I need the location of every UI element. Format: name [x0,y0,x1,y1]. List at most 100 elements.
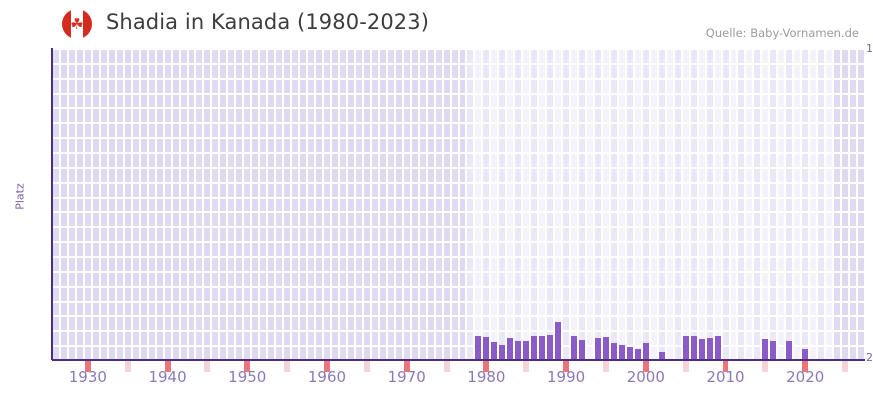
gridline-horizontal [52,301,865,303]
gridline-vertical [792,48,795,360]
grid-column-tint [434,48,443,360]
bar-1979[interactable] [475,336,482,360]
grid-column-tint [195,48,204,360]
bar-1983[interactable] [507,338,514,360]
gridline-vertical [401,48,404,360]
gridline-vertical [449,48,452,360]
gridline-vertical [688,48,691,360]
gridline-vertical [178,48,181,360]
gridline-vertical [353,48,356,360]
grid-column-tint [562,48,571,360]
gridline-vertical [290,48,293,360]
grid-column-tint [259,48,268,360]
gridline-vertical [481,48,484,360]
gridline-vertical [760,48,763,360]
gridline-vertical [864,48,865,360]
gridline-horizontal [52,137,865,139]
bar-2008[interactable] [706,338,713,360]
gridline-vertical [417,48,420,360]
grid-column-tint [705,48,714,360]
gridline-vertical [712,48,715,360]
gridline-vertical [298,48,301,360]
grid-column-tint [673,48,682,360]
gridline-vertical [306,48,309,360]
bar-2015[interactable] [762,338,769,360]
bar-1987[interactable] [539,335,546,360]
gridline-vertical [585,48,588,360]
gridline-vertical [369,48,372,360]
bar-1981[interactable] [491,341,498,360]
tickmark-half-decade [363,361,370,372]
bar-1999[interactable] [634,349,641,360]
gridline-vertical [433,48,436,360]
canada-flag-icon: ☘ [62,9,92,39]
gridline-vertical [473,48,476,360]
bar-1997[interactable] [618,345,625,360]
bar-2016[interactable] [770,341,777,360]
bar-1998[interactable] [626,346,633,360]
gridline-horizontal [52,226,865,228]
tickmark-half-decade [762,361,769,372]
x-axis-line [52,359,865,361]
gridline-vertical [632,48,635,360]
gridline-vertical [808,48,811,360]
bar-2002[interactable] [658,352,665,360]
gridline-horizontal [52,256,865,258]
gridline-vertical [600,48,603,360]
bar-1989[interactable] [555,321,562,360]
bar-1986[interactable] [531,336,538,360]
tickmark-decade [563,361,570,372]
bar-1996[interactable] [610,342,617,360]
bar-2006[interactable] [690,336,697,360]
gridline-horizontal [52,286,865,288]
gridline-vertical [489,48,492,360]
plot-area [52,48,865,360]
gridline-vertical [314,48,317,360]
bar-1988[interactable] [547,335,554,360]
gridline-vertical [82,48,85,360]
gridline-vertical [616,48,619,360]
gridline-vertical [720,48,723,360]
grid-column-tint [323,48,331,360]
bar-1992[interactable] [579,339,586,360]
x-axis-tick-1940: 1940 [148,368,187,386]
tickmark-half-decade [284,361,291,372]
bar-1994[interactable] [595,338,601,360]
bar-2005[interactable] [682,336,689,360]
gridline-vertical [744,48,747,360]
gridline-vertical [577,48,580,360]
bar-1982[interactable] [499,345,506,360]
tickmark-decade [802,361,809,372]
bar-1995[interactable] [602,337,609,360]
bar-2018[interactable] [786,340,793,360]
tickmark-decade [244,361,251,372]
grid-column-tint [450,48,459,360]
bar-2007[interactable] [698,339,705,360]
bar-1991[interactable] [571,336,578,360]
grid-column-tint [530,48,539,360]
grid-column-tint [721,48,730,360]
chart-header: ☘ Shadia in Kanada (1980-2023) Quelle: B… [0,0,873,48]
grid-column-tint [354,48,363,360]
gridline-vertical [752,48,755,360]
gridline-vertical [58,48,61,360]
tickmark-decade [483,361,490,372]
tickmark-half-decade [523,361,530,372]
grid-column-tint [625,48,634,360]
gridline-vertical [816,48,819,360]
gridline-vertical [337,48,340,360]
bar-2020[interactable] [802,349,809,360]
gridline-vertical [210,48,213,360]
bar-2009[interactable] [714,335,721,360]
bar-2000[interactable] [642,343,649,360]
bar-1980[interactable] [483,336,490,360]
gridline-vertical [696,48,699,360]
x-axis-tick-1980: 1980 [467,368,506,386]
gridline-vertical [441,48,444,360]
tickmark-decade [403,361,410,372]
gridline-vertical [624,48,627,360]
gridline-vertical [768,48,771,360]
bar-1985[interactable] [523,341,530,360]
bar-1984[interactable] [515,340,522,360]
